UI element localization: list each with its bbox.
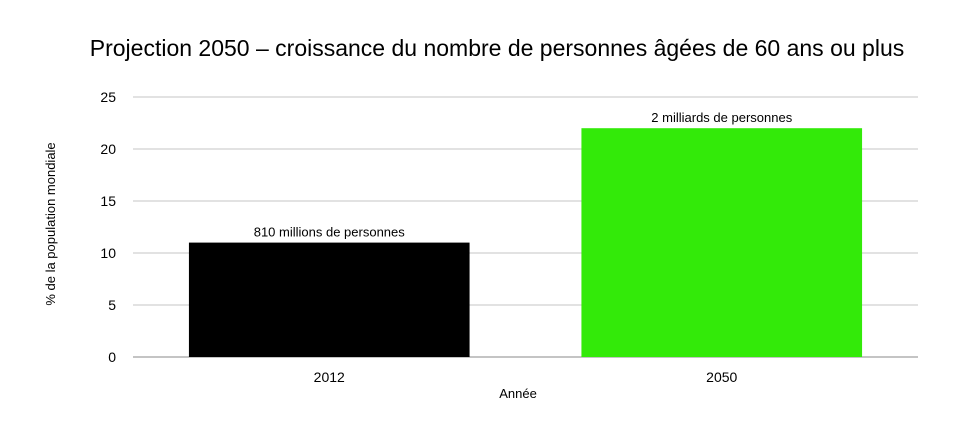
x-tick-label-2050: 2050	[706, 369, 737, 385]
data-labels: 810 millions de personnes 2 milliards de …	[254, 110, 793, 239]
data-label-2050: 2 milliards de personnes	[651, 110, 792, 125]
data-label-2012: 810 millions de personnes	[254, 225, 406, 240]
x-tick-label-2012: 2012	[314, 369, 345, 385]
bar-2050	[581, 128, 863, 357]
y-tick-label-3: 15	[100, 193, 116, 209]
x-axis: 2012 2050	[314, 369, 738, 385]
y-axis: 0 5 10 15 20 25	[100, 89, 116, 365]
y-tick-label-0: 0	[108, 349, 116, 365]
bar-2012	[188, 242, 470, 357]
y-axis-title: % de la population mondiale	[43, 142, 58, 305]
y-tick-label-2: 10	[100, 245, 116, 261]
bars	[188, 128, 863, 357]
y-tick-label-5: 25	[100, 89, 116, 105]
y-tick-label-1: 5	[108, 297, 116, 313]
y-tick-label-4: 20	[100, 141, 116, 157]
x-axis-title: Année	[499, 386, 537, 401]
chart-title: Projection 2050 – croissance du nombre d…	[90, 35, 905, 61]
